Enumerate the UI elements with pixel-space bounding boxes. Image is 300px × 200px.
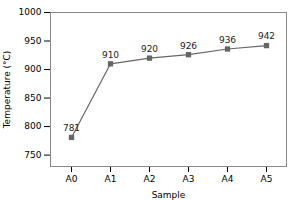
svg-text:A0: A0 [66,174,78,184]
svg-text:926: 926 [180,41,197,51]
svg-text:910: 910 [102,50,119,60]
svg-text:950: 950 [24,36,41,46]
svg-text:A2: A2 [144,174,156,184]
svg-text:A4: A4 [222,174,234,184]
svg-text:Temperature (°C): Temperature (°C) [2,51,12,130]
svg-text:936: 936 [219,35,236,45]
svg-text:781: 781 [63,123,80,133]
svg-text:A3: A3 [183,174,195,184]
svg-text:800: 800 [24,121,41,131]
svg-text:850: 850 [24,93,41,103]
svg-text:A5: A5 [261,174,273,184]
svg-text:920: 920 [141,44,158,54]
svg-text:942: 942 [258,31,275,41]
svg-text:1000: 1000 [19,7,42,17]
svg-text:Sample: Sample [152,190,186,200]
svg-text:A1: A1 [105,174,117,184]
svg-text:750: 750 [24,150,41,160]
svg-text:900: 900 [24,64,41,74]
